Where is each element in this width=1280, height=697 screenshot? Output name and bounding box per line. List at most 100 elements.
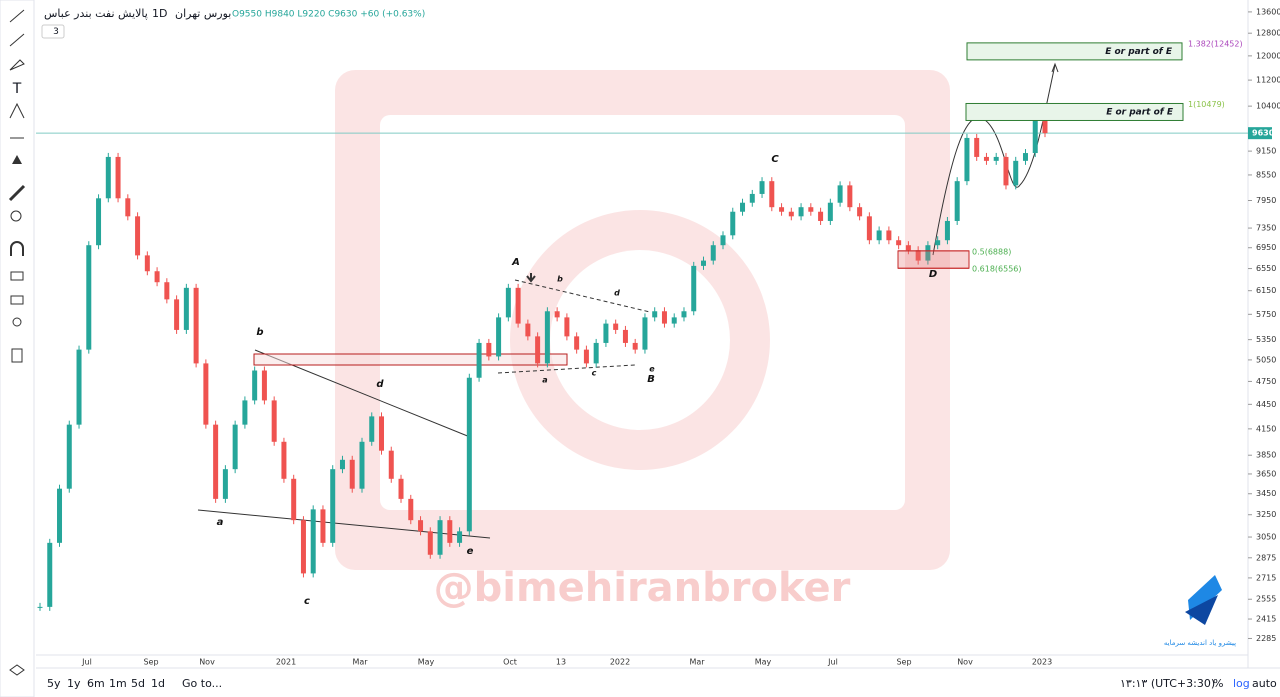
y-tick-label: 7350 xyxy=(1256,224,1276,233)
y-tick-label: 6950 xyxy=(1256,243,1276,252)
candle xyxy=(896,240,902,246)
candle xyxy=(398,478,404,499)
interval: 1D xyxy=(152,7,167,20)
tool-zoom[interactable] xyxy=(10,210,22,222)
tool-fib[interactable] xyxy=(9,33,25,47)
candle xyxy=(339,459,345,470)
tool-line[interactable] xyxy=(9,9,25,23)
candle xyxy=(564,317,570,337)
candle xyxy=(593,342,599,364)
candle xyxy=(174,299,180,330)
goto-button[interactable]: Go to... xyxy=(182,677,222,690)
range-button[interactable]: 5y xyxy=(47,677,61,690)
clock: ۱۳:۱۳ (UTC+3:30) xyxy=(1120,677,1215,690)
x-tick-label: May xyxy=(755,658,772,667)
candle xyxy=(310,509,316,574)
candle xyxy=(993,156,999,161)
candle xyxy=(164,282,170,300)
y-tick-label: 6150 xyxy=(1256,286,1276,295)
range-button[interactable]: 1d xyxy=(151,677,165,690)
y-tick-label: 3850 xyxy=(1256,451,1276,460)
tool-pattern[interactable] xyxy=(9,102,25,119)
wave-label: B xyxy=(647,374,655,385)
candle xyxy=(320,509,326,543)
y-tick-label: 3250 xyxy=(1256,510,1276,519)
candle xyxy=(613,323,619,330)
target-box xyxy=(965,102,1184,121)
candle xyxy=(369,416,375,442)
y-tick-label: 5750 xyxy=(1256,310,1276,319)
candle xyxy=(281,441,287,479)
candle xyxy=(779,207,785,212)
auto-button[interactable]: auto xyxy=(1252,677,1277,690)
percent-button[interactable]: % xyxy=(1213,677,1223,690)
left-toolbar: T xyxy=(0,0,35,697)
candle xyxy=(603,323,609,343)
range-button[interactable]: 1y xyxy=(67,677,81,690)
candle xyxy=(144,255,150,272)
y-tick-label: 2285 xyxy=(1256,634,1276,643)
candle xyxy=(359,441,365,489)
tool-layers[interactable] xyxy=(9,664,25,676)
candle xyxy=(86,245,92,350)
wave-label: b xyxy=(256,327,263,338)
tool-lock-draw[interactable] xyxy=(10,271,24,281)
candle xyxy=(788,211,794,217)
candle xyxy=(252,370,258,401)
candle xyxy=(749,193,755,203)
x-tick-label: Nov xyxy=(199,658,215,667)
target-box-label: E or part of E xyxy=(1105,47,1173,57)
candle xyxy=(1032,112,1038,154)
candle xyxy=(681,311,687,318)
wave-label: D xyxy=(929,269,937,280)
x-tick-label: 13 xyxy=(556,658,566,667)
candle xyxy=(700,260,706,266)
tool-arrow[interactable] xyxy=(12,155,22,164)
fib-label: 0.618(6556) xyxy=(972,265,1022,274)
candle xyxy=(330,469,336,543)
candle xyxy=(388,450,394,479)
candle xyxy=(710,245,716,261)
candle xyxy=(1042,112,1048,134)
ohlc: O9550 H9840 L9220 C9630 +60 (+0.63%) xyxy=(232,10,425,20)
wave-label: e xyxy=(649,365,655,374)
tool-brush[interactable] xyxy=(9,59,25,71)
wave-label: d xyxy=(376,379,384,390)
indicator-toggle[interactable] xyxy=(41,24,65,39)
tool-lock[interactable] xyxy=(10,295,24,305)
candle xyxy=(525,323,531,337)
candle xyxy=(964,137,970,182)
range-button[interactable]: 5d xyxy=(131,677,145,690)
range-button[interactable]: 6m xyxy=(87,677,105,690)
y-tick-label: 3650 xyxy=(1256,469,1276,478)
wave-label: e xyxy=(467,546,474,557)
tool-trash[interactable] xyxy=(11,348,23,363)
candle xyxy=(925,245,931,261)
tool-ruler[interactable] xyxy=(8,184,26,202)
range-button[interactable]: 1m xyxy=(109,677,127,690)
tool-text[interactable]: T xyxy=(12,81,22,97)
tool-eye[interactable] xyxy=(12,317,22,327)
candle xyxy=(418,520,424,532)
log-button[interactable]: log xyxy=(1233,677,1250,690)
candle xyxy=(486,342,492,357)
candle xyxy=(115,156,121,199)
wave-label: b xyxy=(557,275,563,284)
candle xyxy=(408,498,414,521)
candle xyxy=(866,216,872,241)
x-tick-label: Sep xyxy=(143,658,158,667)
exchange: بورس تهران xyxy=(175,7,231,20)
x-tick-label: 2022 xyxy=(610,658,630,667)
y-tick-label: 4150 xyxy=(1256,424,1276,433)
watermark-text: @bimehiranbroker xyxy=(434,565,851,611)
candle xyxy=(974,137,980,157)
indicator-count[interactable]: 3 xyxy=(53,27,59,37)
y-tick-label: 2555 xyxy=(1256,595,1276,604)
x-tick-label: May xyxy=(418,658,435,667)
candle xyxy=(876,230,882,241)
tool-magnet[interactable] xyxy=(10,241,24,256)
fib-label: 1.382(12452) xyxy=(1188,39,1243,48)
candle xyxy=(886,230,892,241)
candle xyxy=(271,400,277,442)
candle xyxy=(847,185,853,208)
